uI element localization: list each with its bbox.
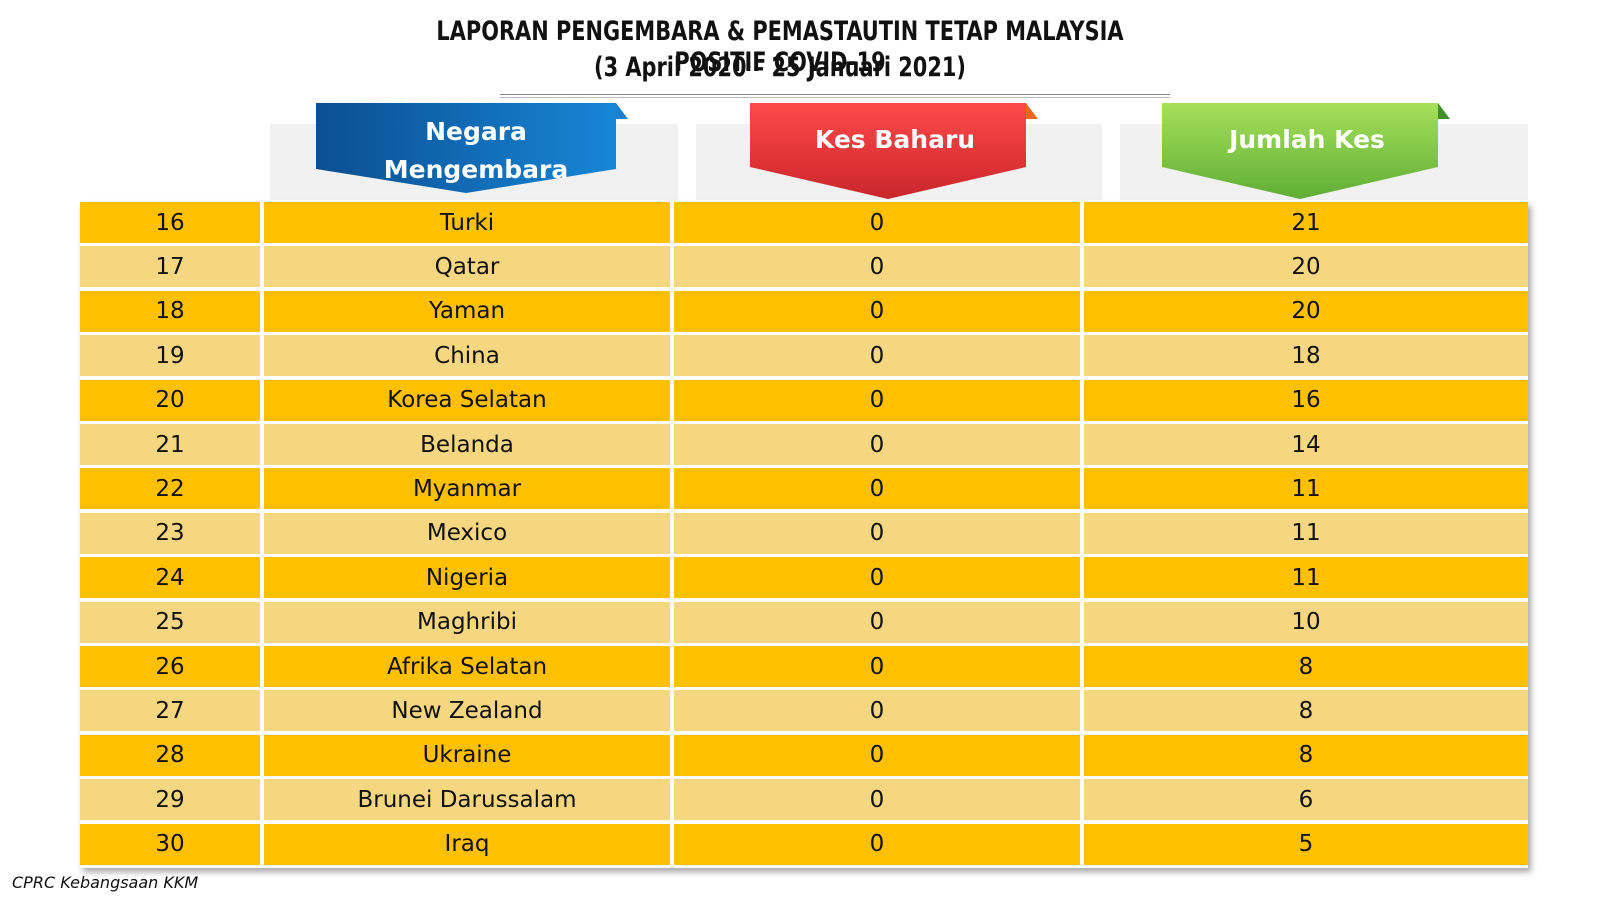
rank-cell: 19: [80, 335, 260, 377]
header-jumlah-kes: Jumlah Kes: [1162, 103, 1452, 203]
jumlah-kes-cell: 20: [1084, 290, 1528, 332]
jumlah-kes-cell: 6: [1084, 779, 1528, 821]
country-cell: Maghribi: [264, 601, 670, 643]
table-row: 20 Korea Selatan 0 16: [80, 379, 1528, 424]
rank-cell: 18: [80, 290, 260, 332]
source-footer: CPRC Kebangsaan KKM: [12, 873, 199, 892]
table-row: 18 Yaman 0 20: [80, 290, 1528, 335]
jumlah-kes-cell: 14: [1084, 424, 1528, 465]
country-cell: Afrika Selatan: [264, 646, 670, 687]
header-kes-baharu-label: Kes Baharu: [814, 125, 976, 154]
country-cell: China: [264, 335, 670, 377]
country-cell: Belanda: [264, 424, 670, 465]
country-cell: Brunei Darussalam: [264, 779, 670, 821]
rank-cell: 16: [80, 202, 260, 243]
badge-shape-green: [1162, 103, 1450, 199]
kes-baharu-cell: 0: [674, 246, 1080, 288]
badge-shape-blue: [316, 103, 628, 193]
title-divider-secondary: [500, 97, 1170, 98]
kes-baharu-cell: 0: [674, 779, 1080, 821]
table-row: 27 New Zealand 0 8: [80, 690, 1528, 734]
rank-cell: 25: [80, 601, 260, 643]
rank-cell: 20: [80, 379, 260, 421]
header-negara-mengembara: Negara Mengembara: [316, 103, 636, 203]
rank-cell: 26: [80, 646, 260, 687]
rank-cell: 29: [80, 779, 260, 821]
country-cell: Ukraine: [264, 734, 670, 776]
jumlah-kes-cell: 11: [1084, 468, 1528, 510]
kes-baharu-cell: 0: [674, 557, 1080, 599]
table-row: 22 Myanmar 0 11: [80, 468, 1528, 512]
country-cell: Qatar: [264, 246, 670, 288]
rank-cell: 28: [80, 734, 260, 776]
jumlah-kes-cell: 11: [1084, 512, 1528, 554]
table-row: 23 Mexico 0 11: [80, 512, 1528, 557]
data-table: 16 Turki 0 21 17 Qatar 0 20 18 Yaman 0 20 19 China 0 18…: [80, 202, 1528, 868]
header-kes-baharu: Kes Baharu: [750, 103, 1040, 203]
title-divider: [500, 94, 1170, 95]
table-row: 19 China 0 18: [80, 335, 1528, 379]
kes-baharu-cell: 0: [674, 601, 1080, 643]
country-cell: Korea Selatan: [264, 379, 670, 421]
table-row: 16 Turki 0 21: [80, 202, 1528, 246]
jumlah-kes-cell: 8: [1084, 734, 1528, 776]
page-title: LAPORAN PENGEMBARA & PEMASTAUTIN TETAP M…: [436, 16, 1124, 78]
kes-baharu-cell: 0: [674, 379, 1080, 421]
table-row: 25 Maghribi 0 10: [80, 601, 1528, 646]
header-negara-label-line1: Negara: [425, 117, 527, 146]
kes-baharu-cell: 0: [674, 290, 1080, 332]
table-row: 17 Qatar 0 20: [80, 246, 1528, 290]
header-jumlah-kes-label: Jumlah Kes: [1229, 125, 1385, 154]
rank-cell: 21: [80, 424, 260, 465]
country-cell: Iraq: [264, 823, 670, 865]
badge-shape-red: [750, 103, 1038, 199]
kes-baharu-cell: 0: [674, 424, 1080, 465]
jumlah-kes-cell: 20: [1084, 246, 1528, 288]
country-cell: Turki: [264, 202, 670, 243]
jumlah-kes-cell: 10: [1084, 601, 1528, 643]
table-row: 28 Ukraine 0 8: [80, 734, 1528, 779]
country-cell: New Zealand: [264, 690, 670, 732]
header-negara-label-line2: Mengembara: [383, 155, 569, 184]
jumlah-kes-cell: 8: [1084, 646, 1528, 687]
kes-baharu-cell: 0: [674, 690, 1080, 732]
table-row: 21 Belanda 0 14: [80, 424, 1528, 468]
page-subtitle: (3 April 2020 – 25 Januari 2021): [594, 52, 966, 83]
country-cell: Yaman: [264, 290, 670, 332]
rank-cell: 27: [80, 690, 260, 732]
kes-baharu-cell: 0: [674, 468, 1080, 510]
kes-baharu-cell: 0: [674, 512, 1080, 554]
rank-cell: 30: [80, 823, 260, 865]
rank-cell: 22: [80, 468, 260, 510]
rank-cell: 23: [80, 512, 260, 554]
table-row: 26 Afrika Selatan 0 8: [80, 646, 1528, 690]
kes-baharu-cell: 0: [674, 646, 1080, 687]
table-row: 29 Brunei Darussalam 0 6: [80, 779, 1528, 823]
kes-baharu-cell: 0: [674, 734, 1080, 776]
rank-cell: 24: [80, 557, 260, 599]
country-cell: Mexico: [264, 512, 670, 554]
kes-baharu-cell: 0: [674, 202, 1080, 243]
kes-baharu-cell: 0: [674, 335, 1080, 377]
kes-baharu-cell: 0: [674, 823, 1080, 865]
jumlah-kes-cell: 21: [1084, 202, 1528, 243]
country-cell: Nigeria: [264, 557, 670, 599]
country-cell: Myanmar: [264, 468, 670, 510]
jumlah-kes-cell: 16: [1084, 379, 1528, 421]
table-row: 24 Nigeria 0 11: [80, 557, 1528, 601]
jumlah-kes-cell: 18: [1084, 335, 1528, 377]
jumlah-kes-cell: 5: [1084, 823, 1528, 865]
rank-cell: 17: [80, 246, 260, 288]
table-row: 30 Iraq 0 5: [80, 823, 1528, 868]
jumlah-kes-cell: 8: [1084, 690, 1528, 732]
jumlah-kes-cell: 11: [1084, 557, 1528, 599]
